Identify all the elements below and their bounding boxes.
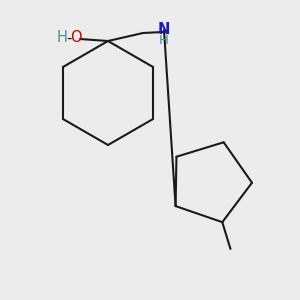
Text: O: O: [70, 31, 82, 46]
Text: -: -: [66, 31, 72, 46]
Text: H: H: [57, 31, 68, 46]
Text: H: H: [159, 34, 169, 47]
Text: N: N: [158, 22, 170, 38]
